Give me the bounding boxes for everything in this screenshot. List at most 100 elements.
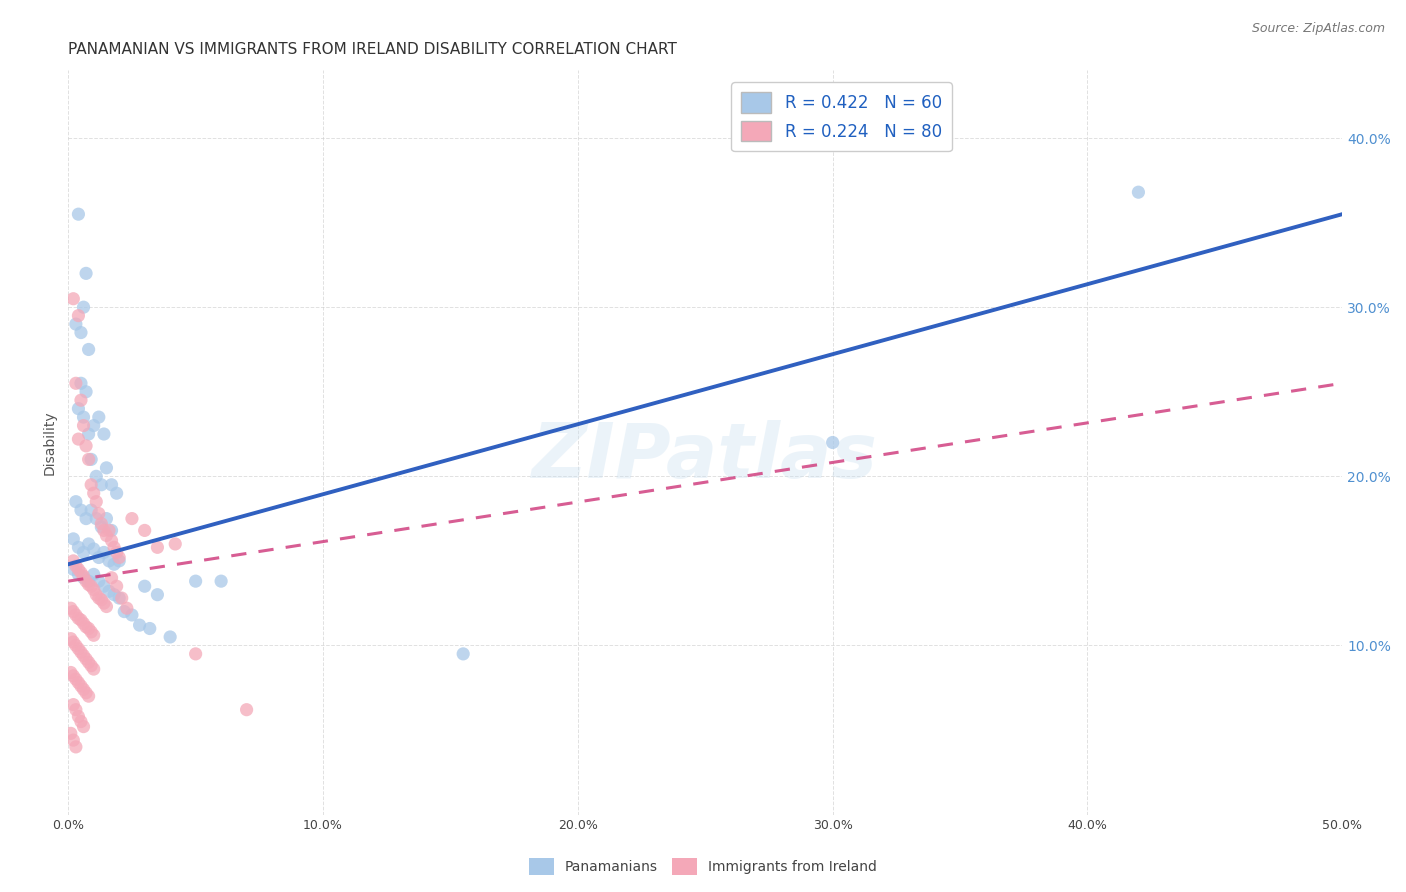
- Point: [165, 537, 187, 551]
- Point: [65, 376, 87, 391]
- Point: [75, 574, 97, 589]
- Point: [77, 622, 100, 636]
- Point: [65, 494, 87, 508]
- Point: [87, 591, 110, 605]
- Point: [67, 641, 90, 656]
- Point: [70, 503, 93, 517]
- Point: [821, 435, 844, 450]
- Point: [121, 607, 143, 622]
- Point: [96, 511, 118, 525]
- Point: [115, 601, 138, 615]
- Point: [77, 689, 100, 703]
- Point: [62, 292, 84, 306]
- Point: [72, 720, 94, 734]
- Point: [67, 432, 90, 446]
- Point: [72, 571, 94, 585]
- Point: [75, 620, 97, 634]
- Point: [84, 588, 107, 602]
- Point: [70, 714, 93, 729]
- Text: Source: ZipAtlas.com: Source: ZipAtlas.com: [1251, 22, 1385, 36]
- Point: [67, 567, 90, 582]
- Point: [72, 410, 94, 425]
- Point: [75, 439, 97, 453]
- Point: [59, 665, 82, 680]
- Point: [75, 511, 97, 525]
- Point: [105, 545, 128, 559]
- Point: [59, 632, 82, 646]
- Point: [70, 613, 93, 627]
- Point: [59, 601, 82, 615]
- Point: [83, 567, 105, 582]
- Point: [67, 541, 90, 555]
- Point: [80, 658, 103, 673]
- Point: [84, 511, 107, 525]
- Point: [100, 477, 122, 491]
- Point: [72, 418, 94, 433]
- Point: [72, 648, 94, 663]
- Point: [100, 571, 122, 585]
- Point: [72, 300, 94, 314]
- Point: [62, 562, 84, 576]
- Point: [62, 532, 84, 546]
- Point: [121, 511, 143, 525]
- Point: [80, 503, 103, 517]
- Point: [96, 460, 118, 475]
- Point: [93, 427, 115, 442]
- Point: [83, 486, 105, 500]
- Point: [65, 558, 87, 573]
- Point: [103, 588, 125, 602]
- Point: [90, 477, 112, 491]
- Point: [67, 562, 90, 576]
- Point: [77, 427, 100, 442]
- Point: [77, 537, 100, 551]
- Point: [70, 376, 93, 391]
- Point: [77, 574, 100, 589]
- Point: [65, 607, 87, 622]
- Point: [139, 622, 162, 636]
- Point: [83, 662, 105, 676]
- Point: [80, 579, 103, 593]
- Point: [65, 639, 87, 653]
- Point: [67, 675, 90, 690]
- Point: [65, 672, 87, 686]
- Point: [80, 477, 103, 491]
- Point: [96, 599, 118, 614]
- Point: [67, 207, 90, 221]
- Point: [65, 703, 87, 717]
- Point: [72, 682, 94, 697]
- Point: [111, 591, 134, 605]
- Point: [184, 647, 207, 661]
- Point: [62, 733, 84, 747]
- Point: [93, 545, 115, 559]
- Point: [100, 524, 122, 538]
- Point: [100, 533, 122, 548]
- Point: [108, 550, 131, 565]
- Y-axis label: Disability: Disability: [44, 410, 58, 475]
- Point: [62, 635, 84, 649]
- Point: [98, 524, 121, 538]
- Point: [90, 592, 112, 607]
- Point: [1128, 185, 1150, 199]
- Point: [87, 410, 110, 425]
- Point: [134, 524, 156, 538]
- Point: [209, 574, 232, 589]
- Point: [77, 656, 100, 670]
- Point: [65, 317, 87, 331]
- Point: [80, 624, 103, 639]
- Point: [87, 550, 110, 565]
- Point: [87, 574, 110, 589]
- Text: PANAMANIAN VS IMMIGRANTS FROM IRELAND DISABILITY CORRELATION CHART: PANAMANIAN VS IMMIGRANTS FROM IRELAND DI…: [69, 42, 678, 57]
- Point: [77, 577, 100, 591]
- Point: [72, 569, 94, 583]
- Point: [75, 384, 97, 399]
- Point: [105, 579, 128, 593]
- Point: [77, 343, 100, 357]
- Point: [134, 579, 156, 593]
- Point: [83, 418, 105, 433]
- Point: [70, 393, 93, 408]
- Point: [83, 542, 105, 557]
- Point: [90, 520, 112, 534]
- Point: [62, 669, 84, 683]
- Point: [67, 401, 90, 416]
- Point: [105, 486, 128, 500]
